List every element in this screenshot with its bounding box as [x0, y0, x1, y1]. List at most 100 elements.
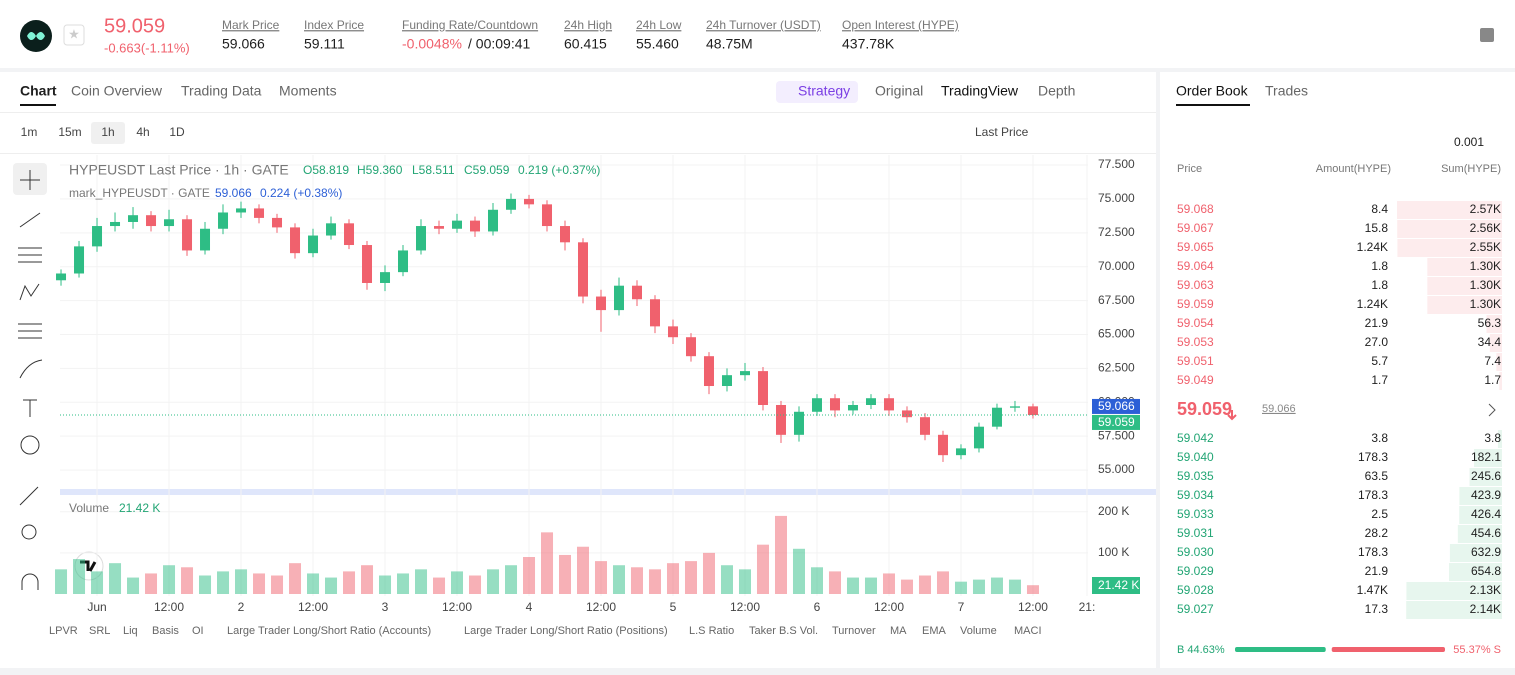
book-amount: 17.3 [1365, 602, 1389, 616]
interval[interactable]: 1m [21, 125, 38, 139]
candle-body [865, 398, 876, 405]
book-price[interactable]: 59.068 [1177, 202, 1214, 216]
divider [0, 153, 1156, 154]
book-price[interactable]: 59.059 [1177, 297, 1214, 311]
book-sum: 1.30K [1470, 278, 1501, 292]
candle-body [344, 223, 355, 246]
view-tab[interactable]: Strategy [798, 83, 850, 99]
candle-body [685, 337, 696, 357]
chart-tab[interactable]: Moments [279, 83, 337, 99]
interval[interactable]: 4h [136, 125, 149, 139]
tool-line[interactable] [19, 212, 41, 228]
book-price[interactable]: 59.029 [1177, 564, 1214, 578]
x-tick-label: 12:00 [154, 600, 184, 614]
tool-pattern[interactable] [19, 283, 40, 301]
book-price[interactable]: 59.034 [1177, 488, 1214, 502]
volume-bar [666, 563, 679, 594]
view-tab[interactable]: Original [875, 83, 923, 99]
column-header: Price [1177, 163, 1202, 175]
book-price[interactable]: 59.054 [1177, 316, 1214, 330]
book-price[interactable]: 59.051 [1177, 354, 1214, 368]
x-tick-label: 12:00 [586, 600, 616, 614]
interval[interactable]: 15m [58, 125, 81, 139]
candle-body [74, 246, 85, 274]
interval[interactable]: 1h [101, 125, 114, 139]
indicator[interactable]: MACI [1014, 625, 1042, 637]
candle-body [973, 426, 984, 449]
volume-bar [792, 548, 805, 594]
indicator[interactable]: EMA [922, 625, 947, 637]
indicator[interactable]: Large Trader Long/Short Ratio (Positions… [464, 625, 668, 637]
candle-body [470, 220, 481, 232]
candle-body [56, 273, 67, 281]
drawing-tools [13, 163, 47, 590]
book-price[interactable]: 59.064 [1177, 259, 1214, 273]
tool-brush[interactable] [19, 359, 43, 379]
indicator[interactable]: L.S Ratio [689, 625, 734, 637]
interval[interactable]: 1D [169, 125, 185, 139]
volume-legend: 21.42 K [119, 501, 160, 515]
orderbook-tab[interactable]: Trades [1265, 83, 1308, 99]
tool-cross[interactable] [20, 170, 40, 190]
book-price[interactable]: 59.027 [1177, 602, 1214, 616]
tool-fib[interactable] [18, 323, 42, 339]
candle-body [236, 208, 247, 213]
depth-bar [1449, 544, 1502, 562]
depth-bar [1496, 353, 1502, 371]
book-price[interactable]: 59.035 [1177, 469, 1214, 483]
indicator[interactable]: Large Trader Long/Short Ratio (Accounts) [227, 625, 431, 637]
book-price[interactable]: 59.030 [1177, 545, 1214, 559]
favorite[interactable] [63, 24, 85, 46]
tool-zoom[interactable] [21, 524, 37, 540]
indicator[interactable]: Volume [960, 625, 997, 637]
depth-bar [1406, 582, 1502, 600]
view-tab[interactable]: TradingView [941, 83, 1019, 99]
candle-body [847, 404, 858, 411]
tool-magnet[interactable] [21, 573, 39, 590]
settings-icon[interactable] [1480, 28, 1494, 42]
indicator[interactable]: Turnover [832, 625, 876, 637]
indicator[interactable]: Taker B.S Vol. [749, 625, 818, 637]
indicator[interactable]: OI [192, 625, 204, 637]
tool-ruler[interactable] [19, 486, 39, 506]
indicator[interactable]: MA [890, 625, 907, 637]
indicator[interactable]: Basis [152, 625, 179, 637]
volume-bar [936, 571, 949, 594]
volume-bar [145, 573, 158, 594]
indicator[interactable]: SRL [89, 625, 110, 637]
tab-underline [1176, 104, 1250, 106]
depth-bar [1459, 487, 1502, 505]
book-price[interactable]: 59.065 [1177, 240, 1214, 254]
book-price[interactable]: 59.040 [1177, 450, 1214, 464]
strategy-pill[interactable] [776, 81, 858, 103]
x-tick-label: 7 [958, 600, 965, 614]
book-price[interactable]: 59.063 [1177, 278, 1214, 292]
tool-lines[interactable] [18, 247, 42, 263]
chevron[interactable] [1488, 403, 1496, 417]
book-price[interactable]: 59.033 [1177, 507, 1214, 521]
y-tick-label: 75.000 [1098, 191, 1135, 205]
chart-tab[interactable]: Chart [20, 83, 57, 99]
book-price[interactable]: 59.031 [1177, 526, 1214, 540]
indicator[interactable]: LPVR [49, 625, 78, 637]
candle-body [182, 219, 193, 251]
view-tab[interactable]: Depth [1038, 83, 1075, 99]
book-price[interactable]: 59.028 [1177, 583, 1214, 597]
book-price[interactable]: 59.053 [1177, 335, 1214, 349]
price-type[interactable]: Last Price [975, 125, 1029, 139]
orderbook-tab[interactable]: Order Book [1176, 83, 1249, 99]
book-price[interactable]: 59.042 [1177, 431, 1214, 445]
precision[interactable]: 0.001 [1454, 135, 1484, 149]
indicator[interactable]: Liq [123, 625, 138, 637]
tool-emoji[interactable] [20, 435, 40, 455]
chart-tab[interactable]: Coin Overview [71, 83, 163, 99]
tool-text[interactable] [23, 399, 37, 417]
favorite-star[interactable]: ★ [68, 26, 80, 41]
buy-ratio-bar [1235, 647, 1326, 652]
volume-bar [882, 573, 895, 594]
book-price[interactable]: 59.067 [1177, 221, 1214, 235]
book-amount: 63.5 [1365, 469, 1389, 483]
book-price[interactable]: 59.049 [1177, 373, 1214, 387]
chart-tab[interactable]: Trading Data [181, 83, 262, 99]
ohlc-legend: H59.360 [357, 163, 403, 177]
